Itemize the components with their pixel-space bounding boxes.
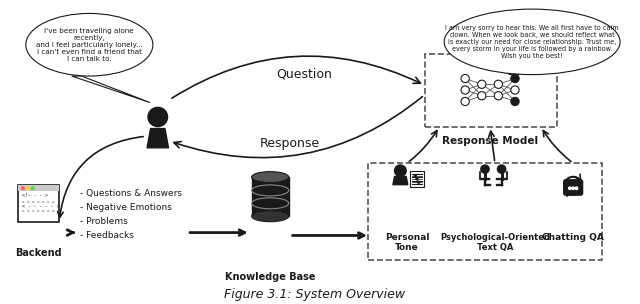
Circle shape xyxy=(416,178,418,180)
Circle shape xyxy=(572,187,575,189)
Text: I've been traveling alone
recently,
and I feel particularly lonely...
I can't ev: I've been traveling alone recently, and … xyxy=(36,28,143,62)
FancyArrowPatch shape xyxy=(172,56,420,98)
Polygon shape xyxy=(470,50,520,74)
Text: Personal
Tone: Personal Tone xyxy=(385,233,429,252)
Circle shape xyxy=(511,86,519,94)
Text: < - - - - - >: < - - - - - > xyxy=(22,204,60,209)
Polygon shape xyxy=(252,177,289,216)
Circle shape xyxy=(494,80,502,88)
Ellipse shape xyxy=(252,211,289,222)
Circle shape xyxy=(568,187,571,189)
Text: Psychological-Oriented
Text QA: Psychological-Oriented Text QA xyxy=(440,233,550,252)
Circle shape xyxy=(148,107,168,127)
Polygon shape xyxy=(147,129,168,148)
Polygon shape xyxy=(72,76,150,102)
Text: Chatting QA: Chatting QA xyxy=(542,233,604,242)
Polygon shape xyxy=(393,176,408,185)
FancyBboxPatch shape xyxy=(18,185,59,191)
Circle shape xyxy=(477,92,486,100)
Text: - Questions & Answers
- Negative Emotions
- Problems
- Feedbacks: - Questions & Answers - Negative Emotion… xyxy=(79,189,182,240)
Text: <!- - - >: <!- - - > xyxy=(22,193,48,199)
Ellipse shape xyxy=(252,171,289,183)
Circle shape xyxy=(414,175,416,177)
Ellipse shape xyxy=(444,9,620,74)
Circle shape xyxy=(511,97,519,105)
Text: I am very sorry to hear this. We all first have to calm
down. When we look back,: I am very sorry to hear this. We all fir… xyxy=(445,25,619,59)
Text: Figure 3.1: System Overview: Figure 3.1: System Overview xyxy=(223,288,404,302)
Circle shape xyxy=(31,187,34,190)
Circle shape xyxy=(21,187,24,190)
Circle shape xyxy=(394,165,406,176)
Text: Backend: Backend xyxy=(15,248,62,258)
FancyBboxPatch shape xyxy=(410,171,424,187)
Text: Knowledge Base: Knowledge Base xyxy=(225,272,316,282)
FancyArrowPatch shape xyxy=(174,97,422,158)
Circle shape xyxy=(575,187,578,189)
Text: = = = = = = =: = = = = = = = xyxy=(22,209,54,213)
Circle shape xyxy=(494,92,502,100)
Text: Response: Response xyxy=(260,137,320,150)
Circle shape xyxy=(511,74,519,83)
Circle shape xyxy=(461,86,469,94)
Circle shape xyxy=(26,187,29,190)
Ellipse shape xyxy=(26,13,153,76)
FancyBboxPatch shape xyxy=(18,185,59,222)
Text: Question: Question xyxy=(276,67,332,80)
Circle shape xyxy=(461,74,469,83)
Circle shape xyxy=(461,97,469,105)
FancyBboxPatch shape xyxy=(564,180,582,195)
Text: = = = = = = =: = = = = = = = xyxy=(22,200,54,204)
FancyBboxPatch shape xyxy=(368,163,602,260)
Circle shape xyxy=(497,165,506,173)
Circle shape xyxy=(418,181,420,183)
Circle shape xyxy=(481,165,489,173)
Circle shape xyxy=(477,80,486,88)
Polygon shape xyxy=(566,193,572,196)
Text: Response Model: Response Model xyxy=(442,136,538,146)
FancyBboxPatch shape xyxy=(424,54,557,127)
